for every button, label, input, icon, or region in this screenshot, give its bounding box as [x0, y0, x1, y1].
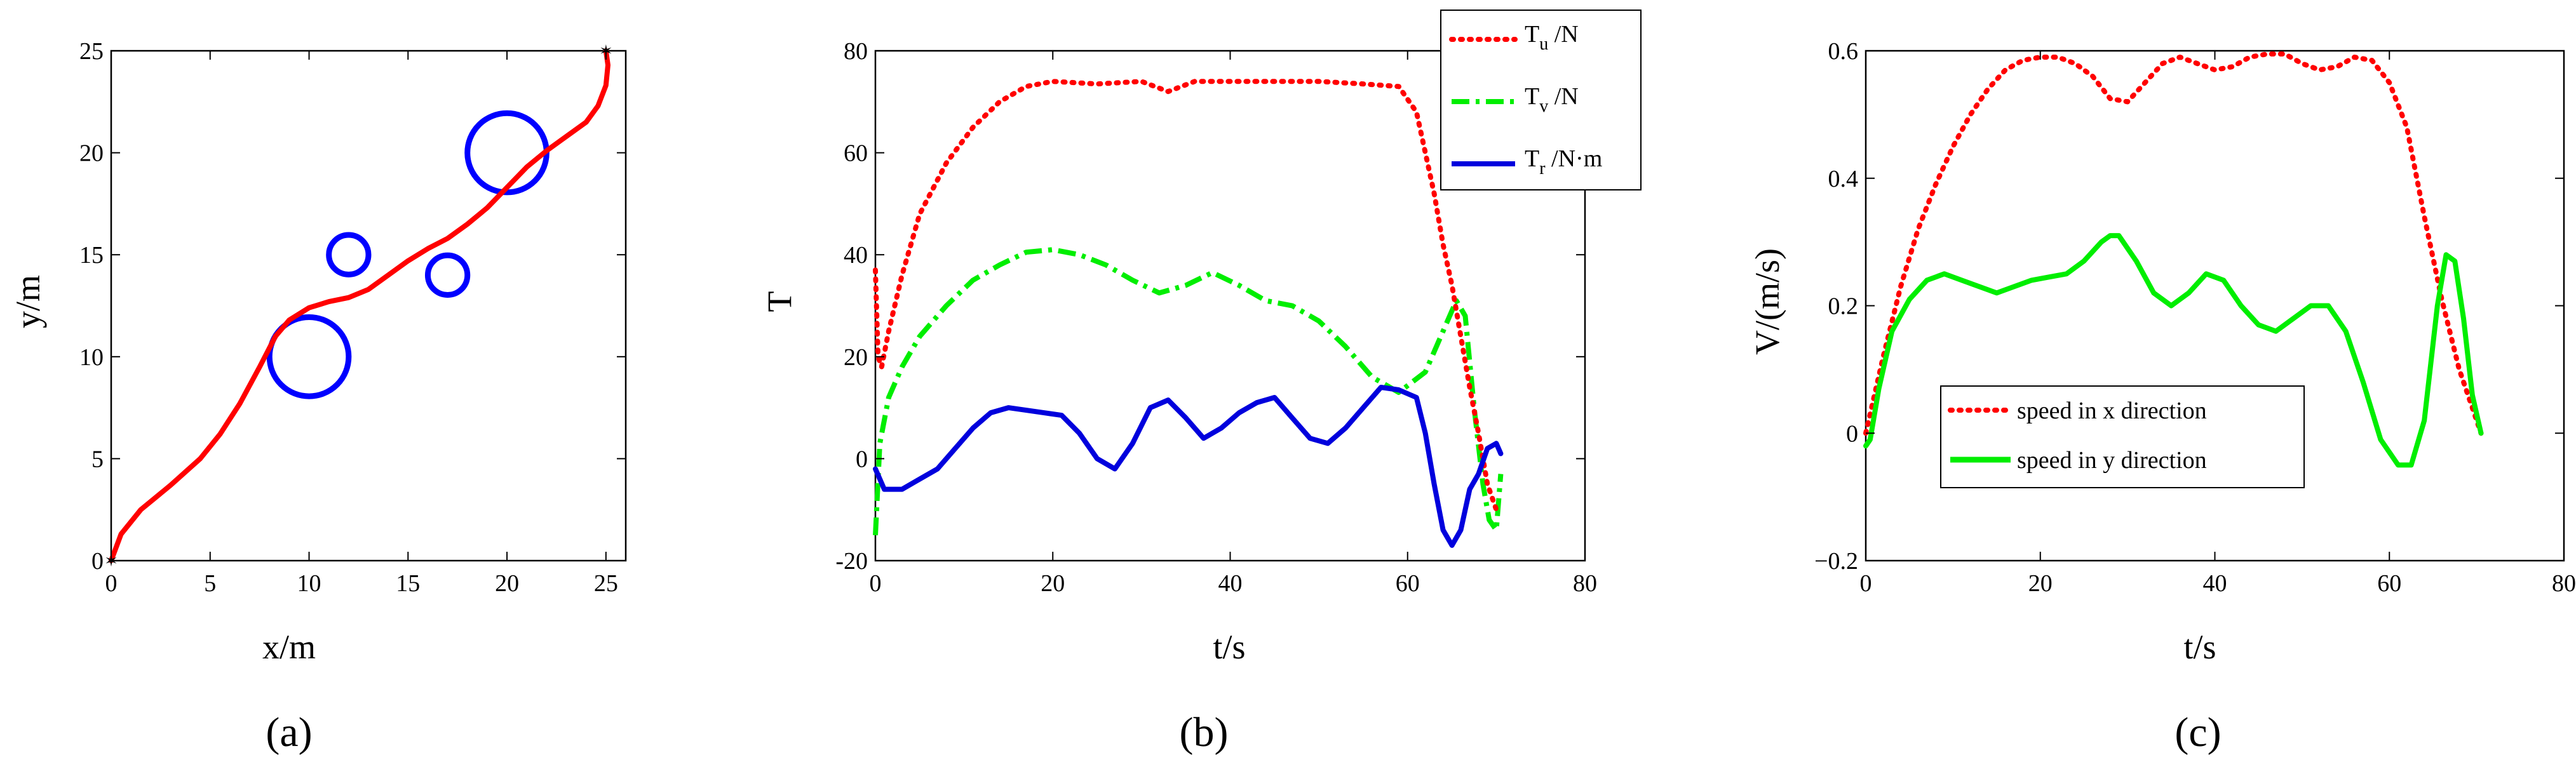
x-tick-label: 60 [1396, 570, 1420, 597]
y-tick-label: 10 [79, 344, 104, 371]
y-tick-label: 80 [844, 38, 868, 65]
legend-tv-label: Tv /N [1525, 83, 1579, 116]
speed-x-series-line [1863, 51, 2484, 436]
x-tick-label: 80 [1573, 570, 1597, 597]
x-tick-label: 40 [1218, 570, 1243, 597]
panel-b-legend: Tu /N Tv /N Tr /N·m [1440, 10, 1642, 190]
x-tick-label: 20 [1041, 570, 1065, 597]
panel-a-path-group: ✶✶ [104, 42, 613, 570]
y-tick-label: 0.6 [1828, 38, 1859, 65]
y-tick-label: 0 [1846, 420, 1858, 447]
y-tick-label: 60 [844, 140, 868, 167]
y-tick-label: 20 [79, 140, 104, 167]
y-tick-label: 0.2 [1828, 293, 1859, 320]
x-tick-label: 0 [1860, 570, 1872, 597]
panel-b-xlabel: t/s [1213, 628, 1245, 666]
panel-a-xlabel: x/m [262, 628, 316, 666]
tr-series-line [873, 385, 1504, 548]
obstacle-circle [266, 314, 352, 399]
y-tick-label: 5 [91, 446, 104, 472]
x-tick-label: 0 [870, 570, 882, 597]
panel-c-legend: speed in x direction speed in y directio… [1940, 385, 2305, 488]
panel-b-legend-box [1440, 10, 1642, 190]
panel-b-series-group [873, 79, 1504, 548]
panel-a-ylabel: y/m [9, 275, 47, 328]
y-tick-label: 0 [856, 446, 868, 472]
panel-a-axes-box [110, 50, 627, 562]
panel-c: 0 20 40 60 80−0.200.20.40.6 t/s V/(m/s) (c) … [1748, 38, 2576, 756]
obstacle-circle [464, 110, 550, 196]
legend-speed-y-label: speed in y direction [2017, 447, 2207, 474]
y-tick-label: 25 [79, 38, 104, 65]
x-tick-label: 25 [594, 570, 618, 597]
obstacle-circle [326, 232, 372, 277]
obstacle-circle [424, 252, 471, 298]
panel-a-label: (a) [266, 709, 312, 756]
x-tick-label: 20 [2028, 570, 2053, 597]
x-tick-label: 15 [396, 570, 420, 597]
panel-a-ticks: 0 5 10 15 20 25 0 5 10 15 20 25 [79, 38, 626, 597]
y-tick-label: 0 [91, 548, 104, 575]
planned-path-line [109, 48, 610, 563]
panel-b-label: (b) [1180, 709, 1229, 756]
tv-series-line [873, 247, 1504, 536]
panel-c-legend-box [1940, 385, 2305, 488]
x-tick-label: 5 [204, 570, 216, 597]
speed-y-series-line [1863, 233, 2484, 468]
legend-tr-label: Tr /N·m [1525, 145, 1602, 178]
x-tick-label: 40 [2203, 570, 2227, 597]
x-tick-label: 10 [297, 570, 321, 597]
y-tick-label: 40 [844, 242, 868, 269]
y-tick-label: -20 [835, 548, 868, 575]
panel-a-obstacles [266, 110, 550, 399]
y-tick-label: 0.4 [1828, 166, 1859, 192]
x-tick-label: 80 [2552, 570, 2576, 597]
panel-c-xlabel: t/s [2183, 628, 2216, 666]
panel-a: ✶✶ 0 5 10 15 20 25 0 5 10 15 20 25 x/m y/m (a) [9, 38, 627, 756]
y-tick-label: 15 [79, 242, 104, 269]
y-tick-label: −0.2 [1814, 548, 1858, 575]
x-tick-label: 20 [495, 570, 519, 597]
panel-c-series-group [1863, 51, 2484, 468]
legend-tu-label: Tu /N [1525, 21, 1579, 54]
tu-series-line [873, 79, 1499, 512]
panel-c-ticks: 0 20 40 60 80−0.200.20.40.6 [1814, 38, 2576, 597]
panel-b-ylabel: T [760, 291, 799, 312]
y-tick-label: 20 [844, 344, 868, 371]
x-tick-label: 60 [2377, 570, 2401, 597]
legend-speed-x-label: speed in x direction [2017, 397, 2207, 424]
panel-c-label: (c) [2175, 709, 2221, 756]
panel-c-ylabel: V/(m/s) [1748, 248, 1786, 355]
x-tick-label: 0 [105, 570, 118, 597]
